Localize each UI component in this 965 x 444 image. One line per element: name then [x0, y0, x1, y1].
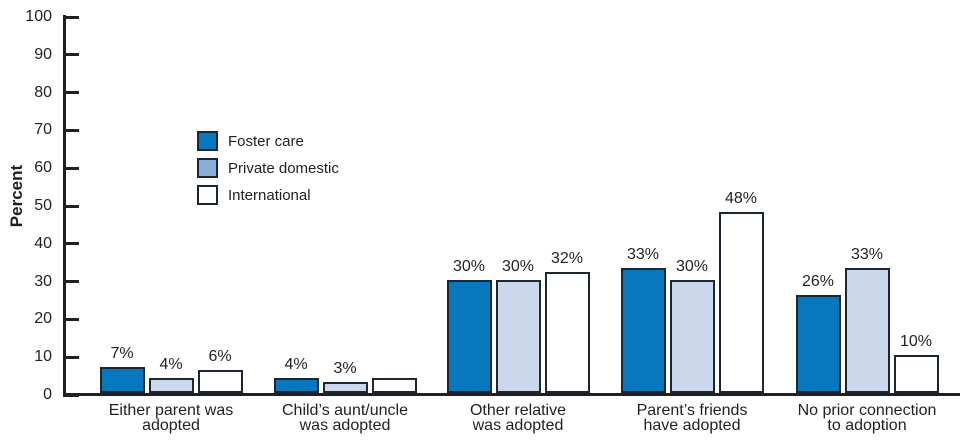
category-label-3: Other relative was adopted [398, 402, 638, 434]
data-label-international: 32% [550, 250, 584, 267]
legend-label-foster-care: Foster care [228, 132, 304, 150]
bar-column-international: 48% [718, 190, 764, 393]
y-tick-label-80: 80 [34, 84, 52, 101]
legend-item-private-domestic: Private domestic [197, 158, 339, 178]
y-tick-mark-50 [63, 205, 79, 208]
category-label-line: Other relative [469, 402, 567, 419]
bar-international [718, 212, 764, 393]
bar-column-international: 32% [544, 250, 590, 393]
category-label-5: No prior connection to adoption [747, 402, 965, 434]
bar-group-3: 30% 30% 32% [446, 250, 590, 393]
category-label-line: Parent’s friends [636, 402, 748, 419]
legend: Foster care Private domestic International [197, 131, 339, 212]
bar-foster-care [446, 280, 492, 393]
bar-column-foster-care: 26% [795, 273, 841, 393]
data-label-private-domestic: 33% [850, 246, 884, 263]
bar-column-foster-care: 4% [273, 356, 319, 393]
category-label-2: Child’s aunt/uncle was adopted [225, 402, 465, 434]
bar-group-4: 33% 30% 48% [620, 190, 764, 393]
bar-private-domestic [495, 280, 541, 393]
data-label-international: 6% [208, 348, 232, 365]
data-label-foster-care: 4% [284, 356, 308, 373]
y-tick-label-70: 70 [34, 121, 52, 138]
legend-swatch-private-domestic [197, 158, 218, 178]
legend-label-private-domestic: Private domestic [228, 159, 339, 177]
y-tick-mark-60 [63, 167, 79, 170]
category-label-line: Child’s aunt/uncle [281, 402, 408, 419]
bar-private-domestic [669, 280, 715, 393]
y-tick-mark-10 [63, 356, 79, 359]
bar-column-foster-care: 7% [99, 345, 145, 393]
bar-private-domestic [322, 382, 368, 393]
y-tick-label-0: 0 [43, 386, 52, 403]
y-tick-mark-30 [63, 280, 79, 283]
bar-column-private-domestic: 30% [495, 258, 541, 393]
category-label-1: Either parent was adopted [51, 402, 291, 434]
data-label-foster-care: 30% [452, 258, 486, 275]
y-tick-label-60: 60 [34, 159, 52, 176]
y-tick-label-20: 20 [34, 310, 52, 327]
bar-column-private-domestic: 33% [844, 246, 890, 393]
y-tick-label-10: 10 [34, 348, 52, 365]
category-label-line: Either parent was [108, 402, 234, 419]
category-label-line: was adopted [472, 417, 564, 434]
x-axis-line [63, 393, 960, 396]
data-label-foster-care: 26% [801, 273, 835, 290]
category-label-line: to adoption [827, 417, 907, 434]
y-tick-mark-90 [63, 53, 79, 56]
data-label-foster-care: 7% [110, 345, 134, 362]
bar-column-foster-care: 33% [620, 246, 666, 393]
category-label-line: have adopted [643, 417, 741, 434]
y-tick-mark-100 [63, 16, 79, 19]
y-tick-label-90: 90 [34, 46, 52, 63]
bar-foster-care [620, 268, 666, 393]
y-tick-label-40: 40 [34, 235, 52, 252]
y-tick-mark-40 [63, 242, 79, 245]
data-label-private-domestic: 3% [333, 360, 357, 377]
y-tick-mark-80 [63, 91, 79, 94]
bar-column-international: 6% [197, 348, 243, 393]
data-label-private-domestic: 30% [675, 258, 709, 275]
bar-foster-care [795, 295, 841, 393]
bar-group-2: 4% 3% [273, 356, 417, 393]
legend-swatch-international [197, 185, 218, 205]
bar-private-domestic [844, 268, 890, 393]
category-label-line: was adopted [299, 417, 391, 434]
bar-foster-care [273, 378, 319, 393]
bar-international [371, 378, 417, 393]
bar-international [893, 355, 939, 393]
bar-column-private-domestic: 30% [669, 258, 715, 393]
y-tick-label-100: 100 [25, 8, 52, 25]
bar-group-1: 7% 4% 6% [99, 345, 243, 393]
y-tick-mark-0 [63, 394, 79, 397]
y-tick-mark-20 [63, 318, 79, 321]
category-label-line: adopted [142, 417, 200, 434]
data-label-international: 10% [899, 333, 933, 350]
category-label-line: No prior connection [797, 402, 937, 419]
data-label-private-domestic: 4% [159, 356, 183, 373]
bar-international [544, 272, 590, 393]
bar-column-international [371, 378, 417, 393]
bar-international [197, 370, 243, 393]
y-tick-label-30: 30 [34, 273, 52, 290]
legend-item-foster-care: Foster care [197, 131, 339, 151]
data-label-foster-care: 33% [626, 246, 660, 263]
bar-foster-care [99, 367, 145, 393]
legend-item-international: International [197, 185, 339, 205]
bar-column-international: 10% [893, 333, 939, 393]
bar-column-private-domestic: 3% [322, 360, 368, 393]
data-label-international: 48% [724, 190, 758, 207]
bar-column-private-domestic: 4% [148, 356, 194, 393]
bar-private-domestic [148, 378, 194, 393]
bar-group-5: 26% 33% 10% [795, 246, 939, 393]
y-tick-mark-70 [63, 129, 79, 132]
y-tick-label-50: 50 [34, 197, 52, 214]
bar-column-foster-care: 30% [446, 258, 492, 393]
legend-swatch-foster-care [197, 131, 218, 151]
legend-label-international: International [228, 186, 311, 204]
category-label-4: Parent’s friends have adopted [572, 402, 812, 434]
data-label-private-domestic: 30% [501, 258, 535, 275]
